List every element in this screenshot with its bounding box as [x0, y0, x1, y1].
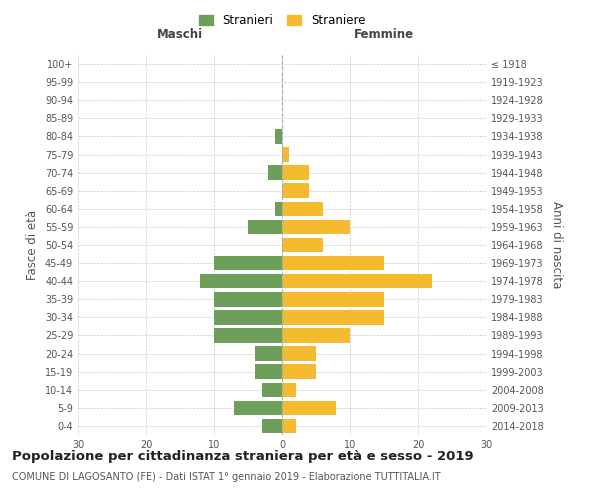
Bar: [282, 400, 337, 415]
Y-axis label: Fasce di età: Fasce di età: [26, 210, 39, 280]
Bar: [262, 382, 282, 397]
Legend: Stranieri, Straniere: Stranieri, Straniere: [195, 11, 369, 31]
Text: COMUNE DI LAGOSANTO (FE) - Dati ISTAT 1° gennaio 2019 - Elaborazione TUTTITALIA.: COMUNE DI LAGOSANTO (FE) - Dati ISTAT 1°…: [12, 472, 440, 482]
Bar: [282, 220, 350, 234]
Bar: [282, 238, 323, 252]
Bar: [262, 418, 282, 433]
Bar: [282, 310, 384, 324]
Bar: [268, 166, 282, 180]
Bar: [214, 310, 282, 324]
Bar: [275, 129, 282, 144]
Text: Maschi: Maschi: [157, 28, 203, 40]
Bar: [282, 328, 350, 342]
Bar: [248, 220, 282, 234]
Bar: [282, 292, 384, 306]
Bar: [282, 274, 431, 288]
Bar: [282, 346, 316, 361]
Bar: [282, 202, 323, 216]
Bar: [200, 274, 282, 288]
Bar: [282, 382, 296, 397]
Text: Femmine: Femmine: [354, 28, 414, 40]
Bar: [282, 418, 296, 433]
Bar: [282, 364, 316, 379]
Bar: [282, 184, 309, 198]
Bar: [214, 328, 282, 342]
Bar: [255, 346, 282, 361]
Bar: [214, 292, 282, 306]
Text: Popolazione per cittadinanza straniera per età e sesso - 2019: Popolazione per cittadinanza straniera p…: [12, 450, 473, 463]
Bar: [282, 166, 309, 180]
Bar: [282, 148, 289, 162]
Bar: [275, 202, 282, 216]
Y-axis label: Anni di nascita: Anni di nascita: [550, 202, 563, 288]
Bar: [214, 256, 282, 270]
Bar: [282, 256, 384, 270]
Bar: [235, 400, 282, 415]
Bar: [255, 364, 282, 379]
